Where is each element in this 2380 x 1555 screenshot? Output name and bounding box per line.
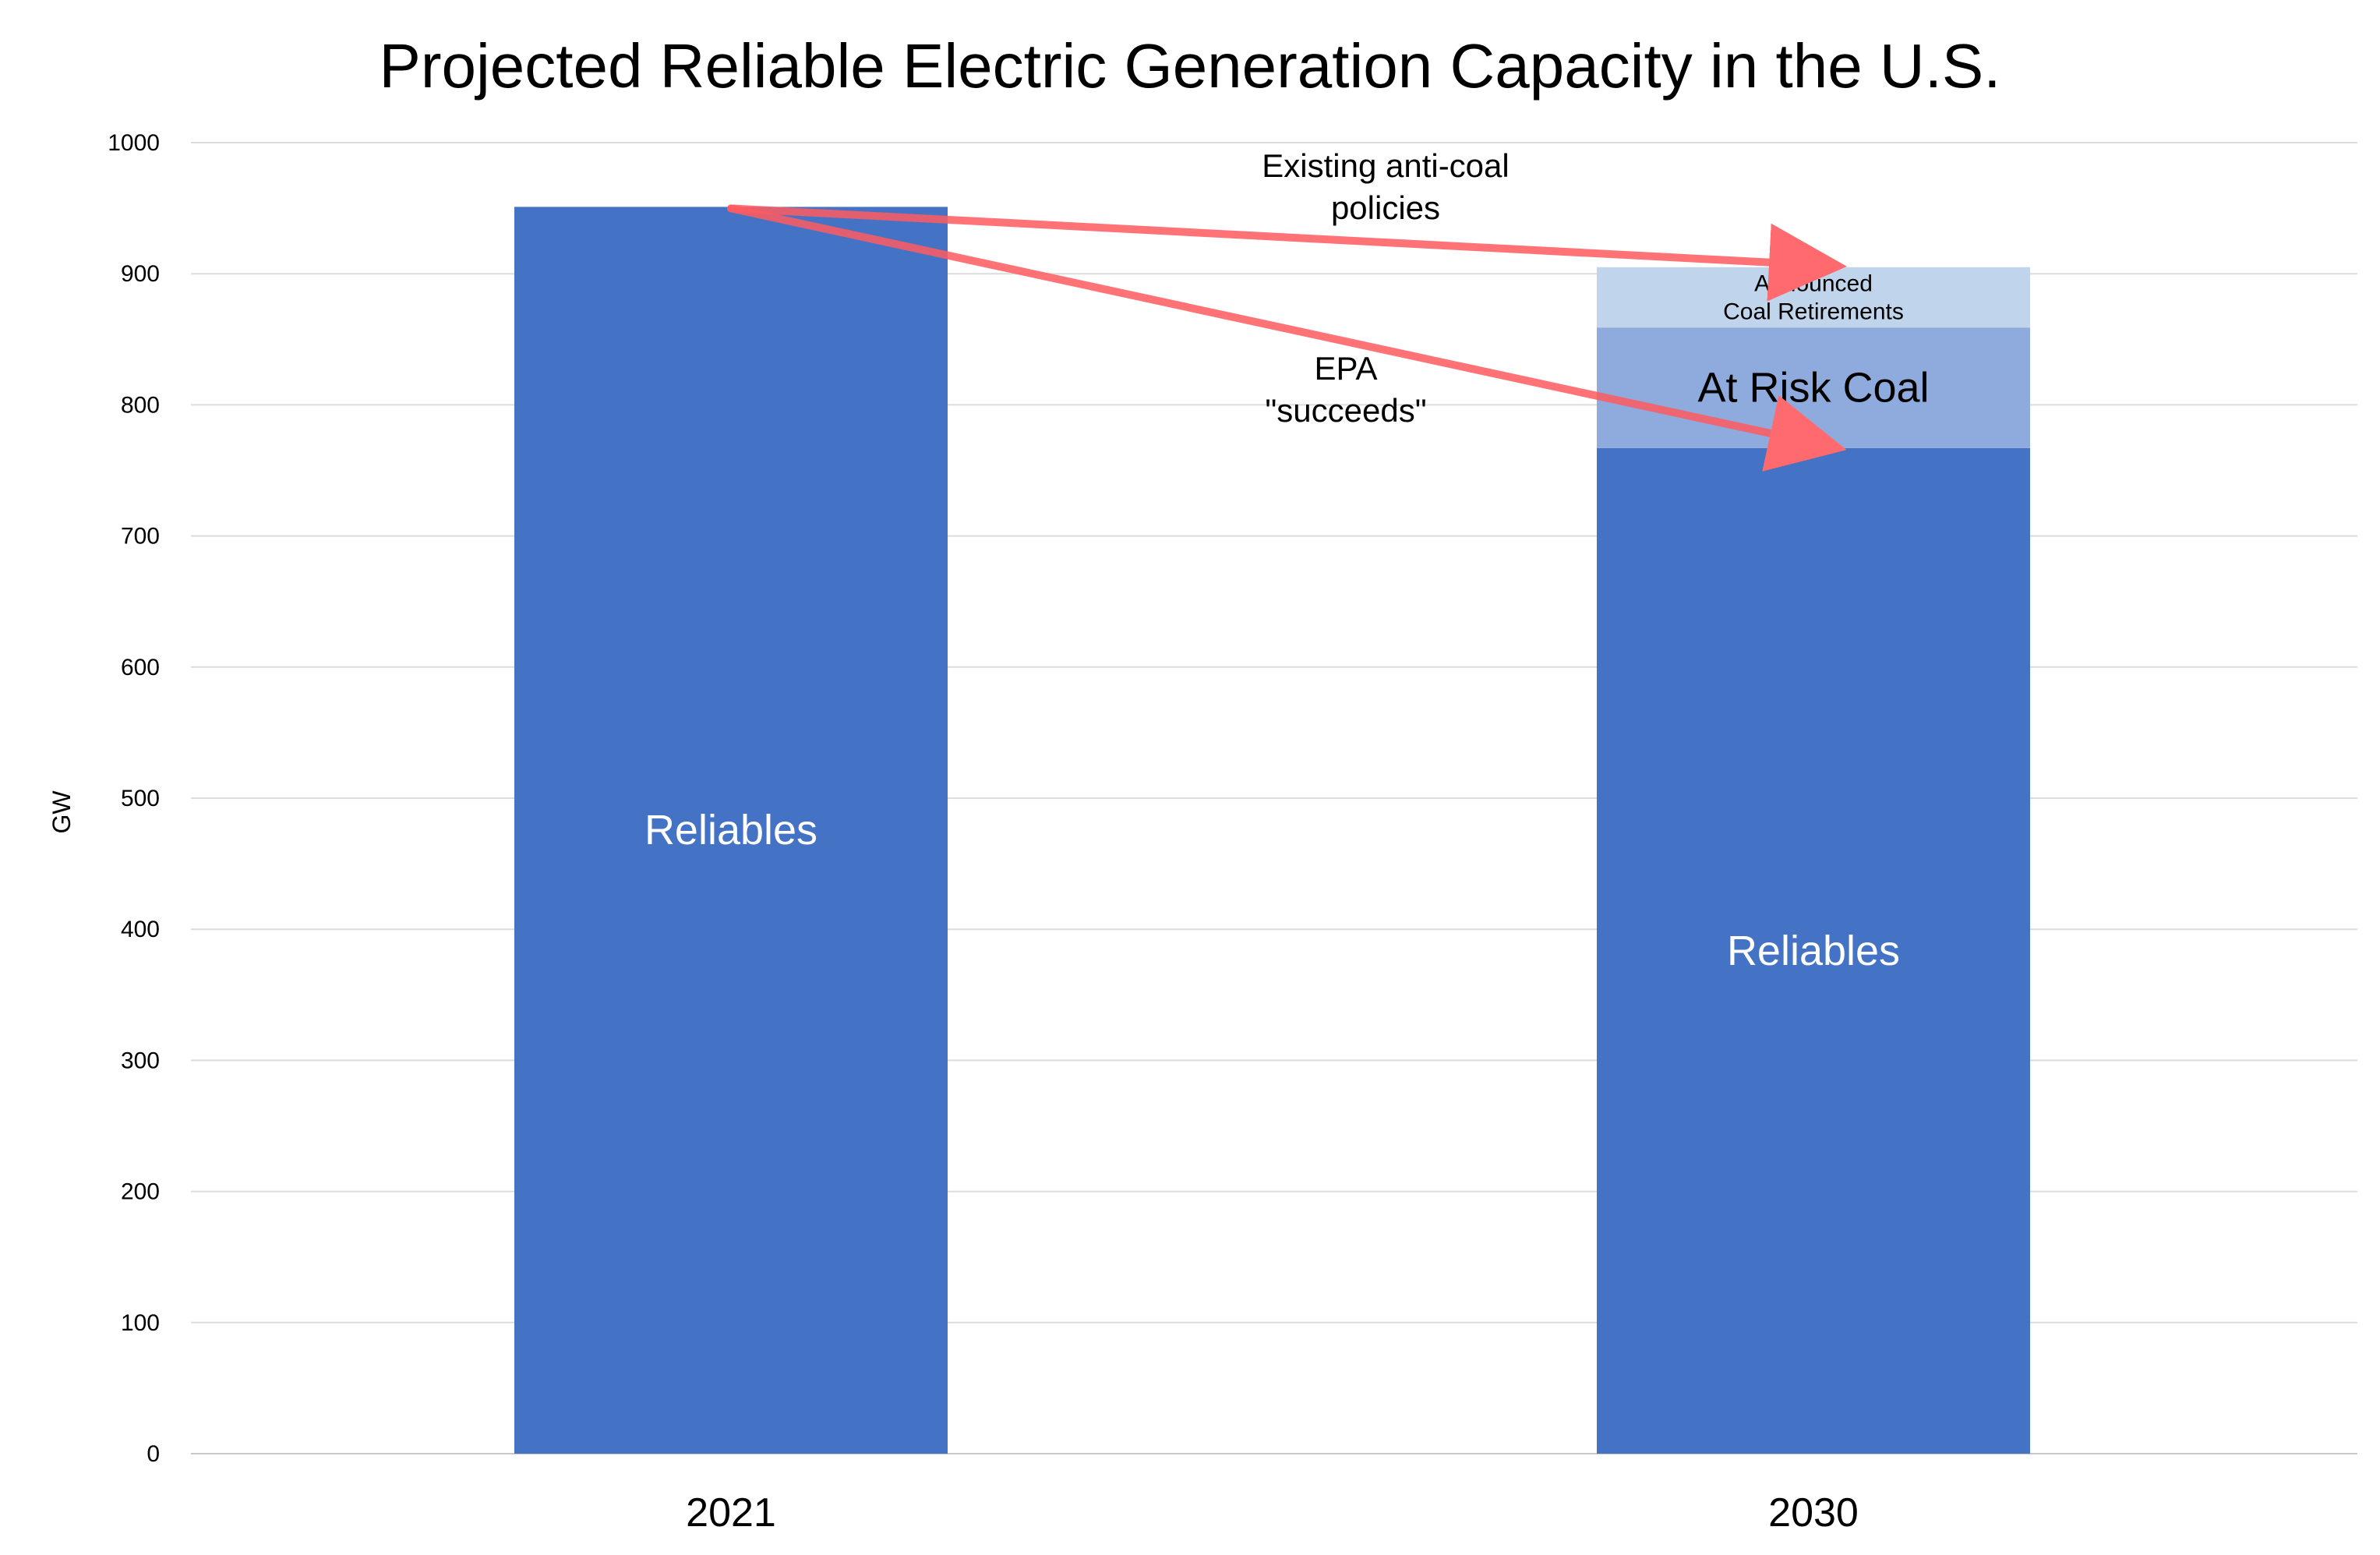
y-tick-label: 900	[121, 261, 160, 287]
bar-segment	[514, 207, 948, 1454]
data-label: Announced	[1754, 270, 1873, 296]
y-tick-label: 700	[121, 524, 160, 550]
data-label: Reliables	[644, 807, 817, 853]
y-tick-label: 500	[121, 786, 160, 811]
y-tick-label: 1000	[108, 130, 160, 156]
y-tick-label: 800	[121, 392, 160, 418]
data-label: At Risk Coal	[1697, 365, 1929, 412]
y-tick-label: 200	[121, 1179, 160, 1205]
data-label: Coal Retirements	[1723, 299, 1904, 324]
data-label: Reliables	[1727, 928, 1900, 974]
annotation-arrow	[727, 204, 1847, 472]
y-tick-label: 300	[121, 1048, 160, 1073]
bars: Reliables Reliables At Risk Coal Announced C…	[514, 207, 2030, 1454]
y-tick-label: 0	[147, 1441, 160, 1467]
annotation-text: policies	[1331, 189, 1440, 226]
annotation-text: "succeeds"	[1265, 392, 1426, 429]
annotation-arrow	[727, 204, 1847, 302]
x-tick-label: 2021	[686, 1490, 776, 1536]
x-axis-ticks: 2021 2030	[686, 1490, 1859, 1536]
y-tick-label: 400	[121, 917, 160, 942]
bar-segment	[1597, 447, 2030, 1454]
annotations: Existing anti-coal policies EPA "succeeds"	[727, 147, 1847, 472]
annotation-text: Existing anti-coal	[1262, 147, 1509, 184]
annotation-text: EPA	[1315, 350, 1378, 387]
y-tick-label: 600	[121, 655, 160, 680]
y-axis-ticks: 0 100 200 300 400 500 600 700 800 900 1000	[108, 130, 160, 1467]
y-tick-label: 100	[121, 1310, 160, 1336]
x-tick-label: 2030	[1768, 1490, 1859, 1536]
y-axis-title: GW	[48, 790, 76, 834]
chart-title: Projected Reliable Electric Generation C…	[379, 31, 2000, 101]
